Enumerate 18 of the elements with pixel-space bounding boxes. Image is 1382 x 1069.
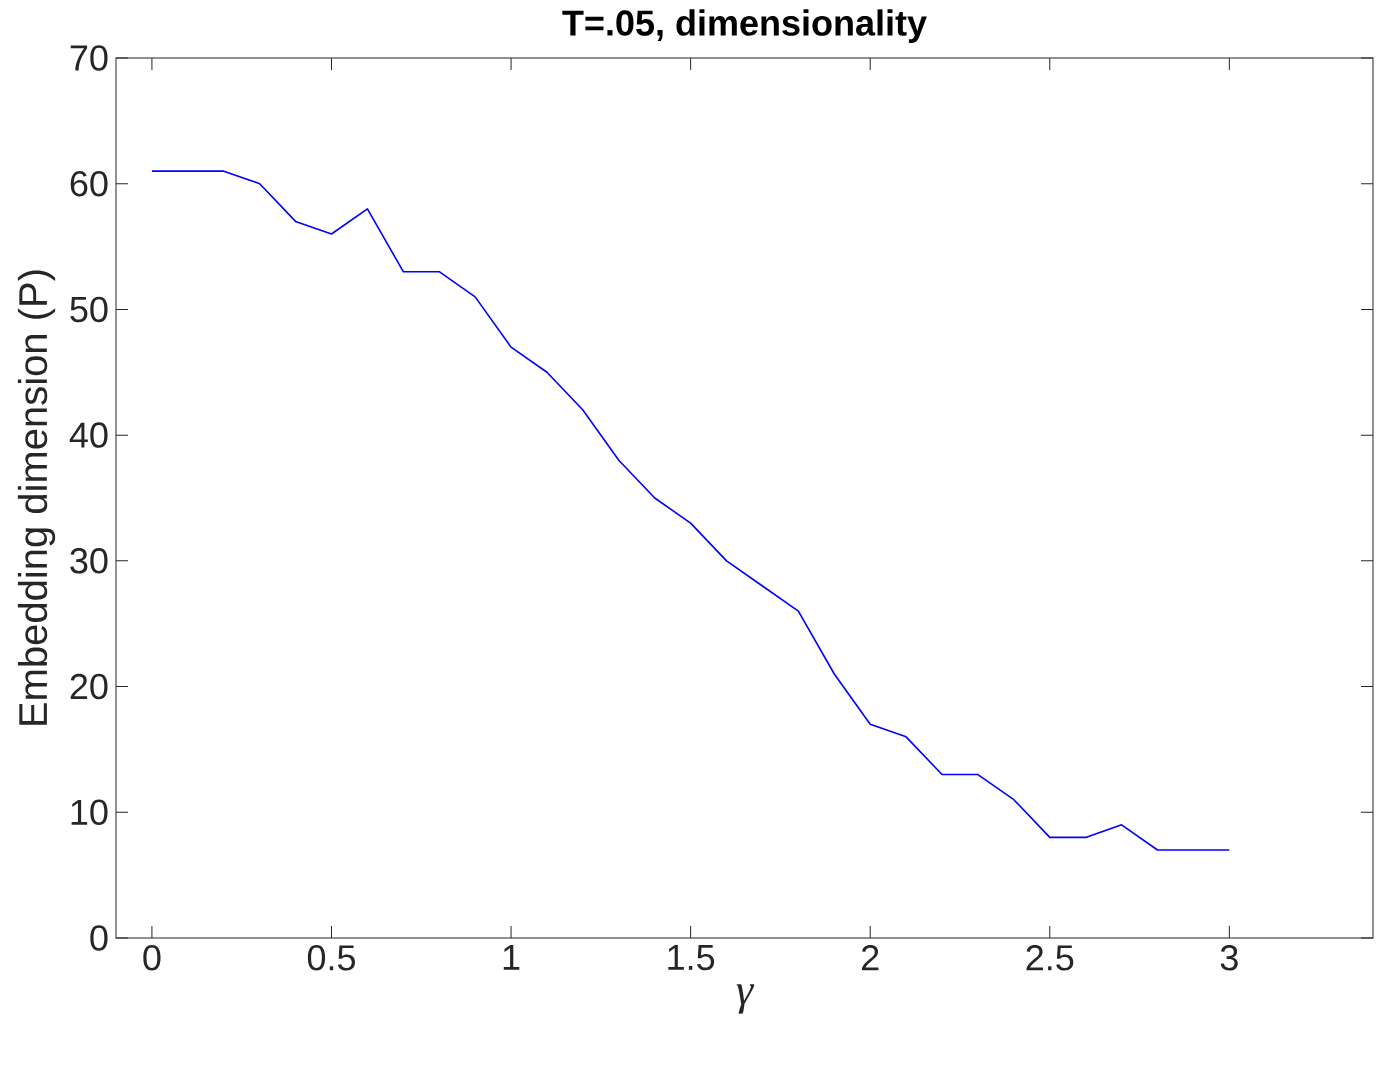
y-tick-label: 70 — [70, 45, 108, 71]
x-tick-label: 3 — [1220, 945, 1238, 971]
y-tick-label: 40 — [69, 422, 108, 448]
y-tick-label: 30 — [70, 548, 108, 574]
x-tick-label: 1 — [503, 945, 520, 970]
y-tick-label: 60 — [70, 170, 108, 197]
y-tick-label: 50 — [70, 296, 108, 323]
x-tick-label: 2 — [862, 945, 879, 971]
x-tick-label: 0 — [143, 945, 161, 971]
y-tick-label: 0 — [90, 925, 108, 951]
y-axis-title: Embedding dimension (P) — [17, 270, 56, 725]
x-axis-title: γ — [736, 984, 755, 1014]
x-tick-label: 2.5 — [1026, 945, 1074, 971]
y-tick-label: 20 — [70, 673, 108, 700]
chart-title: T=.05, dimensionality — [562, 9, 927, 43]
x-tick-label: 0.5 — [307, 945, 355, 971]
y-tick-label: 10 — [71, 799, 108, 826]
x-tick-label: 1.5 — [668, 945, 715, 971]
